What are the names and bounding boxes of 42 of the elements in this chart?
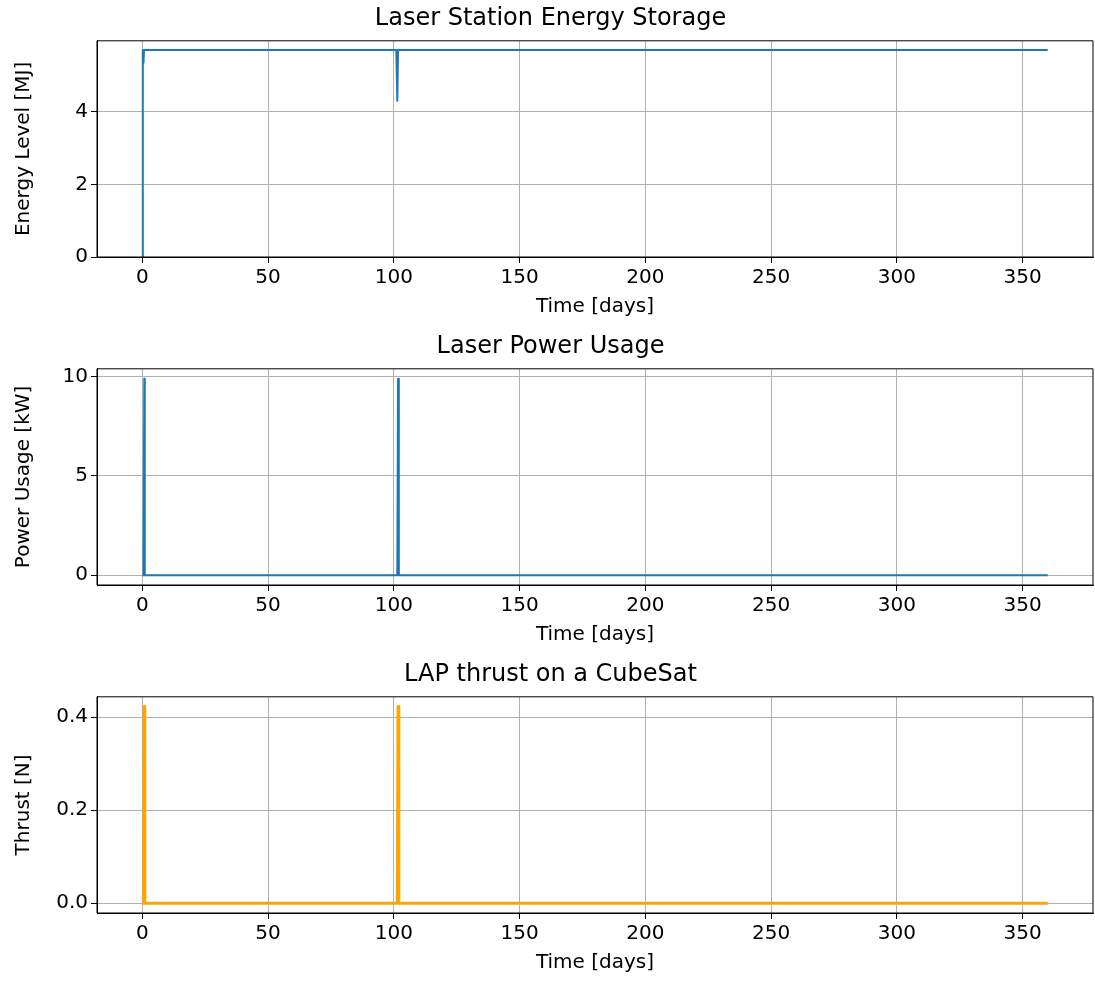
x-tick-label: 200: [626, 592, 665, 617]
x-tick-label: 200: [626, 920, 665, 945]
x-tick-label: 0: [135, 264, 149, 289]
x-tick-label: 50: [255, 592, 281, 617]
y-tick-label: 10: [62, 362, 88, 387]
x-tick-label: 350: [1003, 592, 1042, 617]
chart-title: LAP thrust on a CubeSat: [404, 658, 697, 687]
x-tick-label: 350: [1003, 920, 1042, 945]
x-tick-label: 0: [135, 920, 149, 945]
x-tick-label: 100: [374, 592, 413, 617]
y-axis-title: Energy Level [MJ]: [10, 61, 35, 237]
chart-title: Laser Station Energy Storage: [374, 2, 727, 31]
x-tick-label: 300: [877, 592, 916, 617]
x-axis-title: Time [days]: [534, 293, 655, 318]
y-axis-title: Power Usage [kW]: [10, 385, 35, 569]
x-tick-label: 100: [374, 920, 413, 945]
x-tick-label: 250: [751, 920, 791, 945]
y-tick-label: 0: [75, 243, 88, 268]
x-tick-label: 250: [751, 592, 791, 617]
x-tick-label: 300: [877, 264, 916, 289]
x-axis-title: Time [days]: [534, 949, 655, 974]
x-tick-label: 150: [500, 920, 539, 945]
x-tick-label: 50: [255, 264, 281, 289]
chart-title: Laser Power Usage: [436, 330, 665, 359]
y-tick-label: 0.0: [56, 889, 88, 914]
y-tick-label: 2: [75, 170, 88, 195]
x-axis-title: Time [days]: [534, 621, 655, 646]
y-tick-label: 0.4: [56, 703, 88, 728]
x-tick-label: 50: [255, 920, 281, 945]
y-tick-label: 5: [75, 462, 88, 487]
x-tick-label: 0: [135, 592, 149, 617]
y-axis-title: Thrust [N]: [10, 754, 35, 857]
x-tick-label: 100: [374, 264, 413, 289]
x-tick-label: 250: [751, 264, 791, 289]
x-tick-label: 350: [1003, 264, 1042, 289]
x-tick-label: 150: [500, 592, 539, 617]
y-tick-label: 0.2: [56, 796, 88, 821]
y-tick-label: 0: [75, 561, 88, 586]
x-tick-label: 150: [500, 264, 539, 289]
x-tick-label: 200: [626, 264, 665, 289]
y-tick-label: 4: [75, 97, 88, 122]
x-tick-label: 300: [877, 920, 916, 945]
